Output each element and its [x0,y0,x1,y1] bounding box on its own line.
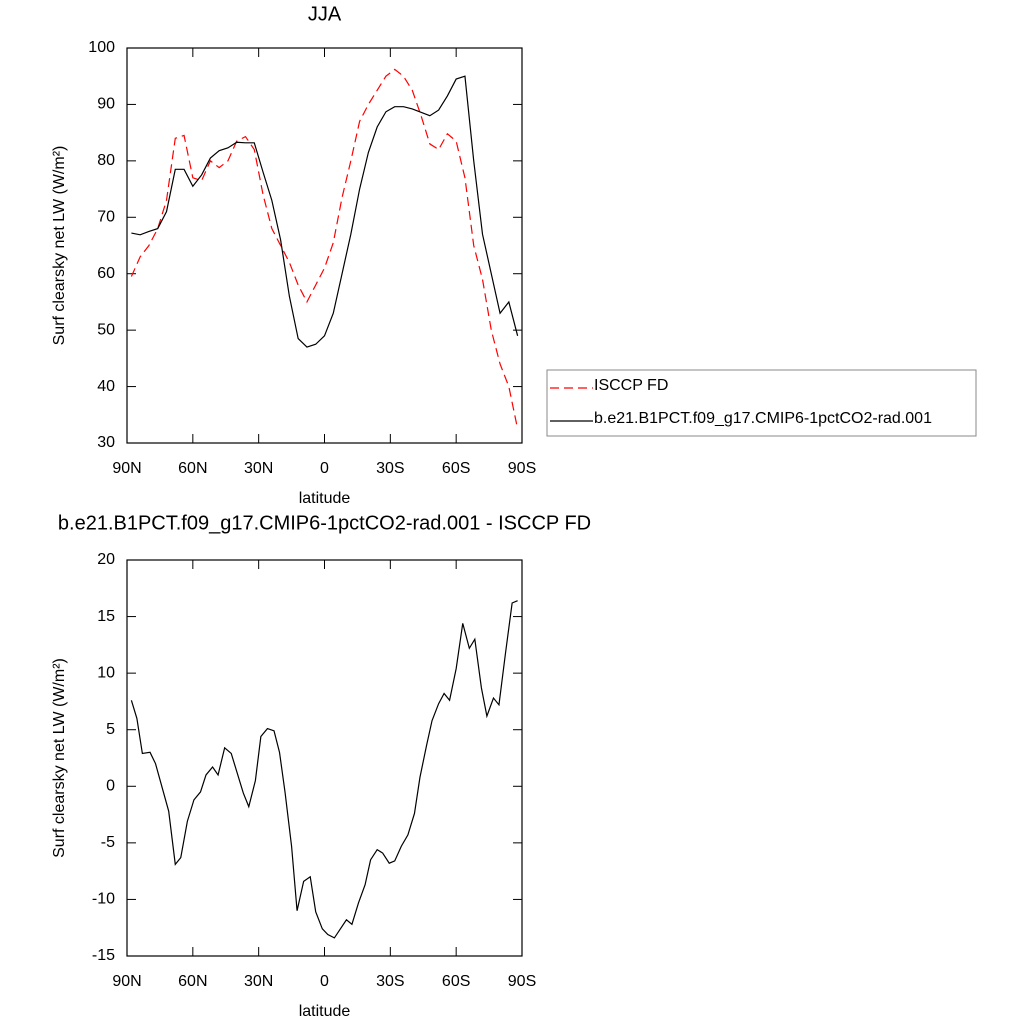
y-tick-label: -5 [101,834,115,851]
x-tick-label: 0 [320,460,329,477]
x-tick-label: 90N [112,973,141,990]
y-tick-label: 100 [88,39,115,56]
x-axis-label: latitude [299,490,351,507]
y-tick-label: 70 [97,209,115,226]
y-axis-label: Surf clearsky net LW (W/m²) [51,658,68,858]
data-line [131,75,519,348]
x-tick-label: 90S [508,460,536,477]
x-axis-label: latitude [299,1003,351,1020]
y-tick-label: 90 [97,96,115,113]
y-tick-label: 5 [106,721,115,738]
data-line [130,68,519,430]
chart-title: b.e21.B1PCT.f09_g17.CMIP6-1pctCO2-rad.00… [58,512,591,534]
x-tick-label: 30N [244,460,273,477]
chart-title: JJA [308,3,342,25]
plot-frame [126,559,523,957]
y-tick-label: 15 [97,608,115,625]
legend-box [546,369,977,437]
x-tick-label: 90S [508,973,536,990]
x-tick-label: 60N [178,460,207,477]
y-tick-label: 0 [106,778,115,795]
data-line [130,600,518,939]
y-tick-label: 30 [97,434,115,451]
y-tick-label: 50 [97,321,115,338]
x-tick-label: 30S [376,460,404,477]
y-tick-label: -15 [92,947,115,964]
x-tick-label: 60S [442,973,470,990]
x-tick-label: 60N [178,973,207,990]
x-tick-label: 30N [244,973,273,990]
y-tick-label: 80 [97,152,115,169]
plot-frame [126,47,523,444]
y-tick-label: 10 [97,664,115,681]
x-tick-label: 0 [320,973,329,990]
x-tick-label: 60S [442,460,470,477]
y-tick-label: 20 [97,551,115,568]
x-tick-label: 30S [376,973,404,990]
y-axis-label: Surf clearsky net LW (W/m²) [51,146,68,346]
y-tick-label: 40 [97,378,115,395]
legend-label: ISCCP FD [594,377,668,394]
y-tick-label: -10 [92,891,115,908]
y-tick-label: 60 [97,265,115,282]
x-tick-label: 90N [112,460,141,477]
legend-label: b.e21.B1PCT.f09_g17.CMIP6-1pctCO2-rad.00… [594,410,932,427]
